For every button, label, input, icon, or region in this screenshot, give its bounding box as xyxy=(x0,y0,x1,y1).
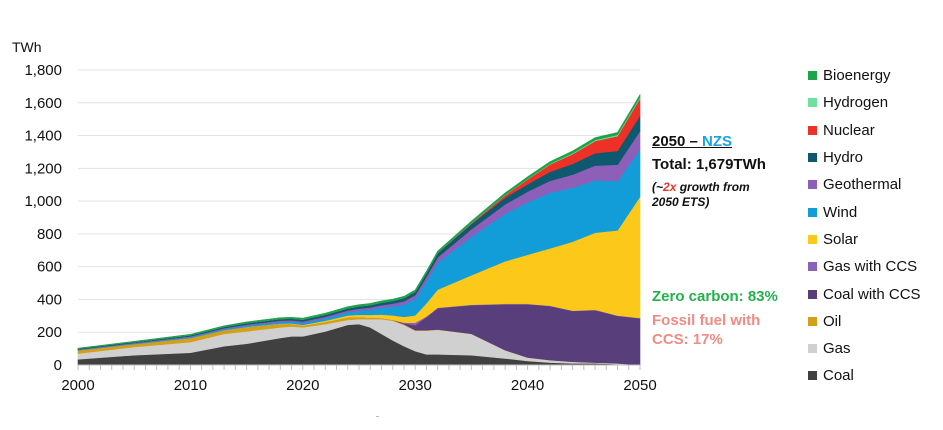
annotation-zero-carbon: Zero carbon: 83% xyxy=(652,288,778,305)
legend-swatch xyxy=(808,234,817,244)
x-tick-label: 2010 xyxy=(174,377,207,394)
x-tick-label: 2020 xyxy=(286,377,319,394)
legend-label: Geothermal xyxy=(823,176,902,194)
legend-label: Wind xyxy=(823,203,858,221)
legend-label: Gas xyxy=(823,340,851,358)
legend-label: Oil xyxy=(823,312,842,330)
legend-label: Bioenergy xyxy=(823,67,891,85)
annotation-growth-suffix: growth from 2050 ETS) xyxy=(652,180,750,209)
legend-swatch xyxy=(808,371,817,381)
y-tick-label: 0 xyxy=(54,357,62,374)
annotation-growth-highlight: 2x xyxy=(663,180,677,194)
legend-item-coal-with-ccs: Coal with CCS xyxy=(808,280,921,307)
legend-label: Solar xyxy=(823,230,859,248)
legend-swatch xyxy=(808,262,817,272)
legend-label: Coal with CCS xyxy=(823,285,921,303)
y-tick-label: 600 xyxy=(37,259,62,276)
legend-item-nuclear: Nuclear xyxy=(808,117,921,144)
y-tick-label: 1,400 xyxy=(24,128,62,145)
legend-item-coal: Coal xyxy=(808,362,921,389)
annotation-growth: (~2x growth from 2050 ETS) xyxy=(652,180,762,210)
x-tick-label: 2000 xyxy=(61,377,94,394)
legend-item-gas: Gas xyxy=(808,335,921,362)
x-tick-label: 2030 xyxy=(399,377,432,394)
legend-item-hydrogen: Hydrogen xyxy=(808,89,921,116)
legend-swatch xyxy=(808,153,817,163)
legend-label: Hydrogen xyxy=(823,94,889,112)
y-tick-label: 200 xyxy=(37,324,62,341)
stray-mark xyxy=(376,416,379,417)
stacked-areas xyxy=(77,93,641,366)
legend-item-solar: Solar xyxy=(808,226,921,253)
annotation-scenario-title: 2050 – NZS xyxy=(652,133,732,150)
legend-item-gas-with-ccs: Gas with CCS xyxy=(808,253,921,280)
area-bioenergy xyxy=(77,93,641,349)
y-tick-label: 1,800 xyxy=(24,62,62,79)
annotation-scenario-name: NZS xyxy=(702,133,733,150)
legend-swatch xyxy=(808,125,817,135)
y-axis-unit-label: TWh xyxy=(12,39,42,55)
annotation-fossil-ccs: Fossil fuel with CCS: 17% xyxy=(652,312,761,348)
legend-swatch xyxy=(808,98,817,108)
y-tick-label: 400 xyxy=(37,291,62,308)
legend-label: Gas with CCS xyxy=(823,258,918,276)
y-tick-label: 1,000 xyxy=(24,193,62,210)
legend-swatch xyxy=(808,207,817,217)
legend-item-wind: Wind xyxy=(808,198,921,225)
legend-label: Nuclear xyxy=(823,121,875,139)
legend: Bioenergy Hydrogen Nuclear Hydro Geothermal W… xyxy=(808,62,921,390)
y-tick-label: 800 xyxy=(37,226,62,243)
legend-swatch xyxy=(808,71,817,81)
annotation-growth-prefix: (~ xyxy=(652,180,664,194)
legend-item-bioenergy: Bioenergy xyxy=(808,62,921,89)
legend-swatch xyxy=(808,316,817,326)
gridlines xyxy=(78,69,640,333)
axes: 0 200 400 600 800 1,000 1,200 1,400 1,600 1,800 20… xyxy=(24,62,656,394)
legend-item-oil: Oil xyxy=(808,308,921,335)
annotation-total: Total: 1,679TWh xyxy=(652,156,766,173)
x-tick-label: 2050 xyxy=(623,377,656,394)
legend-label: Hydro xyxy=(823,149,864,167)
legend-item-geothermal: Geothermal xyxy=(808,171,921,198)
legend-swatch xyxy=(808,344,817,354)
annotation-title-prefix: 2050 – xyxy=(652,133,703,150)
y-tick-label: 1,600 xyxy=(24,95,62,112)
legend-swatch xyxy=(808,180,817,190)
legend-item-hydro: Hydro xyxy=(808,144,921,171)
legend-swatch xyxy=(808,289,817,299)
y-tick-label: 1,200 xyxy=(24,160,62,177)
legend-label: Coal xyxy=(823,367,854,385)
x-tick-label: 2040 xyxy=(511,377,544,394)
